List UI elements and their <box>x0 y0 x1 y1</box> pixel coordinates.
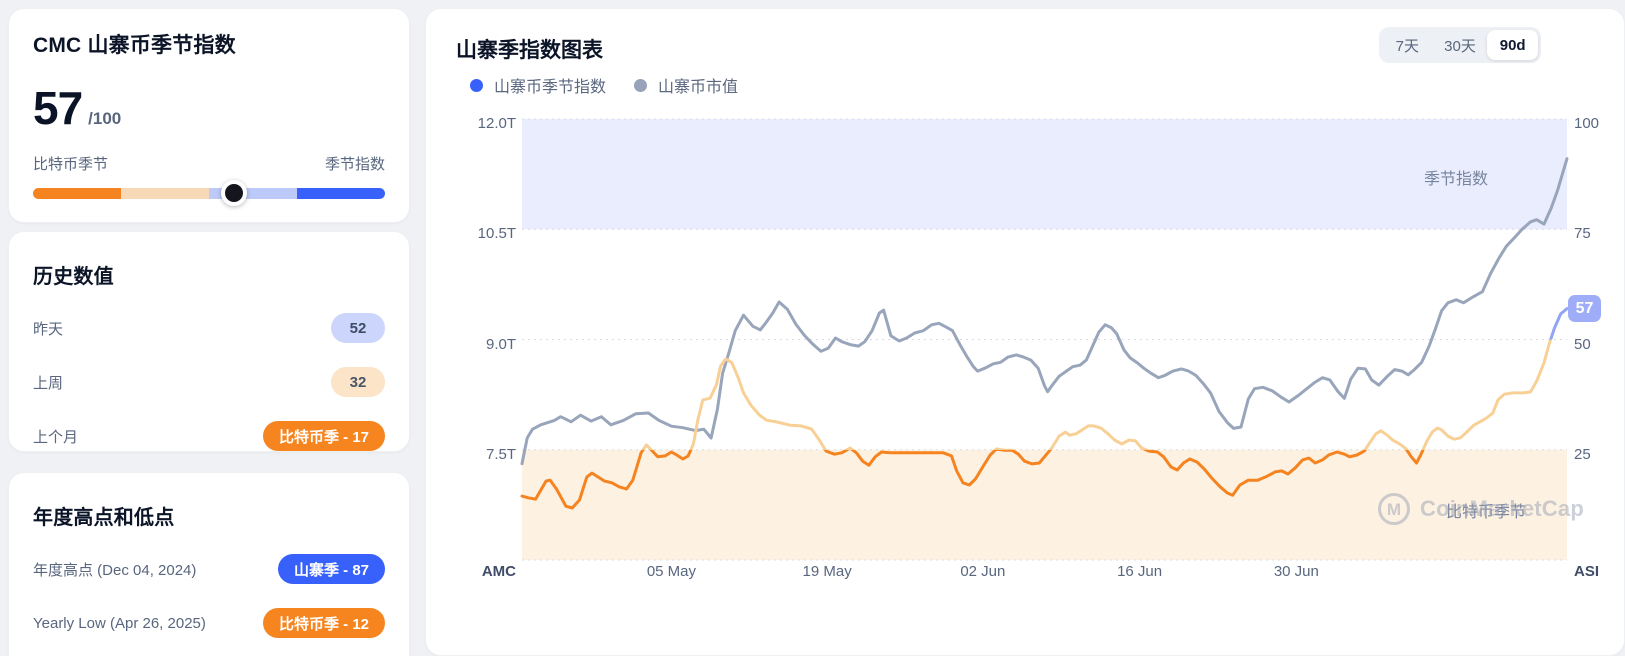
altcoin-season-band <box>522 119 1567 230</box>
range-button-90d[interactable]: 90d <box>1487 30 1539 60</box>
history-card-title: 历史数值 <box>33 266 114 288</box>
watermark-text: CoinMarketCap <box>1420 496 1584 521</box>
x-axis-tick-label: 02 Jun <box>960 563 1006 580</box>
chart-plot-area[interactable]: AMC ASI 12.0T 10.5T 9.0T 7.5T 100 75 50 25 05 Ma… <box>426 9 1624 655</box>
watermark: M CoinMarketCap <box>1376 491 1584 527</box>
index-value-suffix: /100 <box>88 109 122 128</box>
y-axis-right-label: 50 <box>1574 335 1591 353</box>
y-axis-right-label: 75 <box>1574 225 1591 243</box>
season-index-zone-label: 季节指数 <box>1424 171 1489 188</box>
bitcoin-season-badge: 比特币季 - 17 <box>262 421 385 451</box>
index-current-value: 57 <box>33 82 83 134</box>
marketcap-line <box>520 157 1569 466</box>
season-index-line-low <box>520 449 1425 510</box>
current-value-badge: 57 <box>1568 295 1601 323</box>
y-axis-left-label: 7.5T <box>485 445 516 463</box>
legend-dot-icon <box>470 78 483 92</box>
legend-label: 山寨币市值 <box>658 79 739 96</box>
legend-dot-icon <box>634 78 648 92</box>
slider-segment-orange <box>33 188 121 199</box>
index-card-title: CMC 山寨币季节指数 <box>33 34 236 57</box>
legend-item-altcoin-index[interactable]: 山寨币季节指数 <box>470 73 606 97</box>
altcoin-season-index-card: CMC 山寨币季节指数 57 /100 比特币季节 季节指数 <box>8 8 410 223</box>
altcoin-season-badge: 山寨季 - 87 <box>277 554 385 584</box>
row-label: 上个月 <box>33 428 79 446</box>
left-axis-name: AMC <box>481 563 516 580</box>
season-index-label: 季节指数 <box>324 156 385 173</box>
time-range-selector: 7天 30天 90d <box>1379 27 1541 63</box>
bitcoin-season-label: 比特币季节 <box>33 156 109 173</box>
x-axis-tick-label: 30 Jun <box>1273 563 1319 580</box>
value-badge: 32 <box>331 367 385 397</box>
y-axis-right-label: 100 <box>1574 115 1600 132</box>
coinmarketcap-logo-icon: M <box>1378 493 1410 525</box>
svg-text:M: M <box>1387 500 1401 519</box>
bitcoin-season-zone-label: 比特币季节 <box>1446 504 1527 521</box>
y-axis-left-label: 9.0T <box>485 335 516 353</box>
x-axis-tick-label: 16 Jun <box>1117 563 1163 580</box>
row-label: 上周 <box>33 374 64 392</box>
legend-label: 山寨币季节指数 <box>494 79 607 96</box>
value-badge: 52 <box>331 313 385 343</box>
history-row-last-week: 上周 32 <box>33 367 385 397</box>
history-row-yesterday: 昨天 52 <box>33 313 385 343</box>
slider-track <box>33 188 385 199</box>
y-axis-left-label: 10.5T <box>477 225 516 243</box>
slider-labels: 比特币季节 季节指数 <box>33 153 385 174</box>
yearly-high-low-card: 年度高点和低点 年度高点 (Dec 04, 2024) 山寨季 - 87 Yea… <box>8 472 410 656</box>
right-axis-name: ASI <box>1574 563 1600 580</box>
slider-segment-light-orange <box>121 188 209 199</box>
y-axis-right-label: 25 <box>1574 445 1591 463</box>
row-label: 昨天 <box>33 320 64 338</box>
bitcoin-season-band <box>522 449 1567 560</box>
slider-segment-blue <box>297 188 385 199</box>
historical-values-card: 历史数值 昨天 52 上周 32 上个月 比特币季 - 17 <box>8 231 410 452</box>
x-axis-tick-label: 19 May <box>802 563 852 580</box>
altcoin-season-chart-card: 山寨季指数图表 山寨币季节指数 山寨币市值 7天 30天 90d AMC ASI… <box>425 8 1625 656</box>
yearly-low-row: Yearly Low (Apr 26, 2025) 比特币季 - 12 <box>33 608 385 638</box>
row-label: Yearly Low (Apr 26, 2025) <box>33 614 206 632</box>
legend-item-altcoin-marketcap[interactable]: 山寨币市值 <box>634 73 738 97</box>
index-value-row: 57 /100 <box>33 85 385 131</box>
yearly-high-row: 年度高点 (Dec 04, 2024) 山寨季 - 87 <box>33 554 385 584</box>
range-button-7d[interactable]: 7天 <box>1395 37 1419 55</box>
yearly-card-title: 年度高点和低点 <box>33 507 175 529</box>
history-row-last-month: 上个月 比特币季 - 17 <box>33 421 385 451</box>
season-index-line-mid <box>641 339 1553 450</box>
chart-canvas <box>520 118 1569 561</box>
bitcoin-season-badge: 比特币季 - 12 <box>262 608 385 638</box>
row-label: 年度高点 (Dec 04, 2024) <box>33 561 197 579</box>
chart-header: 山寨季指数图表 <box>456 34 603 64</box>
season-index-slider[interactable] <box>33 180 385 206</box>
slider-thumb[interactable] <box>220 180 247 206</box>
y-axis-left-label: 12.0T <box>477 115 516 132</box>
range-button-30d[interactable]: 30天 <box>1444 37 1476 55</box>
slider-segment-light-blue <box>209 188 297 199</box>
chart-title: 山寨季指数图表 <box>456 39 603 62</box>
chart-legend: 山寨币季节指数 山寨币市值 <box>470 73 738 97</box>
x-axis-tick-label: 05 May <box>646 563 697 580</box>
